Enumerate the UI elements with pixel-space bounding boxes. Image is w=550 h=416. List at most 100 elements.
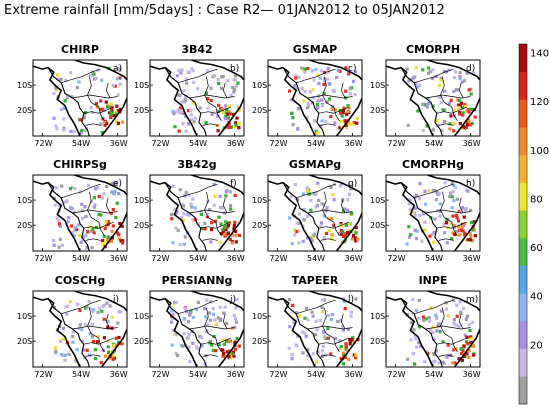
panel-title: CMORPHg bbox=[402, 158, 464, 171]
lat-tick-label: 10S bbox=[17, 312, 32, 321]
lat-tick-label: 20S bbox=[252, 221, 267, 230]
panel-letter: g) bbox=[348, 179, 357, 189]
lon-tick-label: 72W bbox=[151, 139, 169, 148]
panel-title: 3B42 bbox=[181, 43, 212, 56]
lat-tick-label: 10S bbox=[252, 312, 267, 321]
panel-letter: i) bbox=[113, 295, 119, 305]
panel-letter: c) bbox=[348, 64, 356, 74]
lat-tick-label: 10S bbox=[370, 312, 385, 321]
lat-tick-label: 10S bbox=[370, 196, 385, 205]
lon-tick-label: 72W bbox=[269, 139, 287, 148]
lon-tick-label: 36W bbox=[345, 254, 363, 263]
lat-tick-label: 20S bbox=[134, 221, 149, 230]
panel-letter: a) bbox=[113, 64, 122, 74]
lon-tick-label: 54W bbox=[425, 139, 443, 148]
lon-tick-label: 72W bbox=[34, 139, 52, 148]
colorbar-label: 140 bbox=[530, 49, 549, 60]
colorbar-segment bbox=[519, 127, 527, 156]
lat-tick-label: 20S bbox=[252, 106, 267, 115]
lon-tick-label: 36W bbox=[463, 139, 481, 148]
lat-tick-label: 20S bbox=[134, 337, 149, 346]
panel-title: CHIRP bbox=[61, 43, 99, 56]
lon-tick-label: 54W bbox=[72, 139, 90, 148]
lon-tick-label: 36W bbox=[463, 370, 481, 379]
panel-letter: j) bbox=[229, 295, 236, 305]
panel-title: GSMAPg bbox=[289, 158, 341, 171]
panel-chirpsg: CHIRPSg e) 10S 20S 72W 54W 36W bbox=[17, 158, 128, 263]
panel-tapeer: TAPEER l) 10S 20S 72W 54W 36W bbox=[252, 274, 363, 379]
lon-tick-label: 36W bbox=[463, 254, 481, 263]
lat-tick-label: 10S bbox=[17, 196, 32, 205]
lon-tick-label: 72W bbox=[387, 254, 405, 263]
lon-tick-label: 72W bbox=[269, 370, 287, 379]
panel-chirp: CHIRP a) 10S 20S 72W 54W 36W bbox=[17, 43, 128, 148]
panel-letter: d) bbox=[466, 64, 475, 74]
panel-cmorph: CMORPH d) 10S 20S 72W 54W 36W bbox=[370, 43, 481, 148]
colorbar-segment bbox=[519, 265, 527, 294]
lat-tick-label: 10S bbox=[17, 81, 32, 90]
lon-tick-label: 72W bbox=[387, 370, 405, 379]
panel-title: CHIRPSg bbox=[53, 158, 107, 171]
lon-tick-label: 54W bbox=[307, 370, 325, 379]
lat-tick-label: 20S bbox=[252, 337, 267, 346]
lat-tick-label: 20S bbox=[370, 106, 385, 115]
lon-tick-label: 36W bbox=[345, 139, 363, 148]
panel-coschg: COSCHg i) 10S 20S 72W 54W 36W bbox=[17, 274, 128, 379]
panel-3b42: 3B42 b) 10S 20S 72W 54W 36W bbox=[134, 43, 245, 148]
colorbar-segment bbox=[519, 182, 527, 211]
panel-persianng: PERSIANNg j) 10S 20S 72W 54W 36W bbox=[134, 274, 245, 379]
colorbar-segment bbox=[519, 293, 527, 322]
panel-title: GSMAP bbox=[293, 43, 337, 56]
panel-gsmapg: GSMAPg g) 10S 20S 72W 54W 36W bbox=[252, 158, 363, 263]
lat-tick-label: 20S bbox=[370, 221, 385, 230]
lon-tick-label: 36W bbox=[345, 370, 363, 379]
lon-tick-label: 54W bbox=[72, 254, 90, 263]
colorbar-segment bbox=[519, 44, 527, 73]
panel-title: PERSIANNg bbox=[162, 274, 233, 287]
panel-letter: b) bbox=[230, 64, 239, 74]
lon-tick-label: 54W bbox=[189, 139, 207, 148]
colorbar-label: 100 bbox=[530, 146, 549, 157]
lon-tick-label: 54W bbox=[72, 370, 90, 379]
panel-3b42g: 3B42g f) 10S 20S 72W 54W 36W bbox=[134, 158, 245, 263]
panel-title: TAPEER bbox=[292, 274, 339, 287]
lon-tick-label: 72W bbox=[387, 139, 405, 148]
lat-tick-label: 10S bbox=[134, 312, 149, 321]
figure-title: Extreme rainfall [mm/5days] : Case R2— 0… bbox=[4, 3, 445, 18]
panel-gsmap: GSMAP c) 10S 20S 72W 54W 36W bbox=[252, 43, 363, 148]
lat-tick-label: 10S bbox=[370, 81, 385, 90]
lon-tick-label: 54W bbox=[425, 370, 443, 379]
colorbar: 20 40 60 80 100 120 140 bbox=[518, 43, 549, 405]
panel-letter: h) bbox=[466, 179, 475, 189]
lon-tick-label: 72W bbox=[34, 254, 52, 263]
panel-title: COSCHg bbox=[55, 274, 106, 287]
panel-title: CMORPH bbox=[406, 43, 460, 56]
lat-tick-label: 20S bbox=[17, 221, 32, 230]
lon-tick-label: 72W bbox=[34, 370, 52, 379]
colorbar-segment bbox=[519, 210, 527, 239]
panel-title: 3B42g bbox=[177, 158, 216, 171]
lon-tick-label: 54W bbox=[425, 254, 443, 263]
lon-tick-label: 72W bbox=[151, 254, 169, 263]
lon-tick-label: 54W bbox=[307, 254, 325, 263]
colorbar-segment bbox=[519, 348, 527, 377]
lon-tick-label: 72W bbox=[269, 254, 287, 263]
lat-tick-label: 10S bbox=[252, 81, 267, 90]
lat-tick-label: 10S bbox=[134, 196, 149, 205]
colorbar-label: 20 bbox=[530, 340, 543, 351]
colorbar-label: 80 bbox=[530, 194, 543, 205]
panel-letter: m) bbox=[466, 295, 478, 305]
lon-tick-label: 36W bbox=[110, 370, 128, 379]
lon-tick-label: 36W bbox=[110, 139, 128, 148]
lat-tick-label: 20S bbox=[370, 337, 385, 346]
colorbar-segment bbox=[519, 376, 527, 405]
lon-tick-label: 36W bbox=[227, 254, 245, 263]
colorbar-segment bbox=[519, 237, 527, 266]
colorbar-segment bbox=[519, 154, 527, 183]
lon-tick-label: 54W bbox=[307, 139, 325, 148]
panel-inpe: INPE m) 10S 20S 72W 54W 36W bbox=[370, 274, 481, 379]
panel-letter: l) bbox=[348, 295, 354, 305]
colorbar-label: 60 bbox=[530, 243, 543, 254]
